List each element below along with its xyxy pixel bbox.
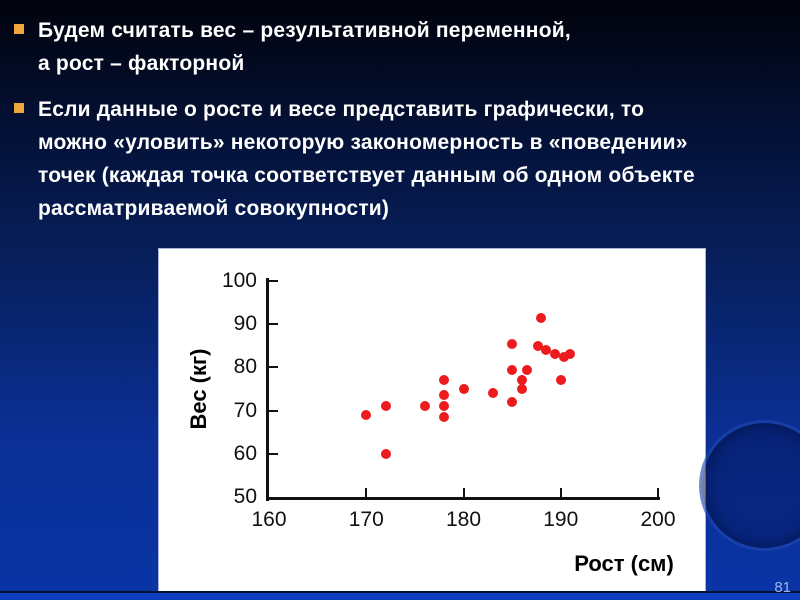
data-point bbox=[507, 396, 518, 407]
data-point bbox=[555, 375, 566, 386]
x-axis-title: Рост (см) bbox=[574, 551, 674, 576]
bullet-square-icon bbox=[14, 103, 24, 113]
x-tick-label: 170 bbox=[348, 508, 384, 531]
x-tick-label: 160 bbox=[251, 508, 287, 531]
y-tick-mark bbox=[269, 452, 278, 455]
data-point bbox=[439, 375, 450, 386]
y-tick-label: 100 bbox=[221, 269, 257, 292]
data-point bbox=[549, 349, 560, 360]
x-tick-label: 190 bbox=[543, 508, 579, 531]
decorative-circle bbox=[699, 420, 800, 551]
y-tick-label: 60 bbox=[233, 441, 257, 465]
bullet-2-line-3: точек (каждая точка соответствует данным… bbox=[38, 164, 695, 187]
data-point bbox=[487, 388, 498, 399]
data-point bbox=[541, 345, 552, 356]
x-tick-mark bbox=[462, 488, 465, 497]
data-point bbox=[419, 401, 430, 412]
y-tick-label: 70 bbox=[233, 398, 257, 422]
data-point bbox=[516, 384, 527, 394]
x-tick-mark bbox=[657, 488, 659, 497]
data-point bbox=[521, 364, 532, 375]
bullet-2-line-4: рассматриваемой совокупности) bbox=[38, 197, 390, 220]
y-tick-mark bbox=[269, 280, 278, 282]
data-point bbox=[361, 409, 372, 420]
bullet-2-text: Если данные о росте и весе представить г… bbox=[38, 93, 695, 225]
data-point bbox=[380, 448, 391, 459]
scatter-chart-panel: Вес (кг) Рост (см) 50 60 70 80 90 100 160 170 18… bbox=[158, 248, 706, 592]
y-axis-line bbox=[266, 278, 269, 501]
y-tick-mark bbox=[269, 366, 278, 369]
bullet-2-line-1: Если данные о росте и весе представить г… bbox=[38, 98, 645, 121]
x-tick-mark bbox=[559, 488, 562, 497]
data-point bbox=[565, 349, 576, 360]
data-point bbox=[380, 401, 391, 412]
y-tick-label: 90 bbox=[233, 312, 257, 336]
data-point bbox=[507, 364, 518, 375]
y-tick-label: 50 bbox=[233, 485, 257, 508]
data-point bbox=[439, 412, 450, 423]
data-point bbox=[439, 390, 450, 401]
bullet-1-text: Будем считать вес – результативной перем… bbox=[38, 14, 571, 80]
data-point bbox=[533, 340, 544, 351]
bullet-1-line-1: Будем считать вес – результативной перем… bbox=[38, 19, 571, 42]
page-number: 81 bbox=[774, 579, 791, 596]
y-tick-label: 80 bbox=[233, 355, 257, 379]
data-point bbox=[458, 384, 469, 394]
data-point bbox=[507, 338, 518, 349]
x-tick-mark bbox=[365, 488, 368, 497]
bullet-item-2: Если данные о росте и весе представить г… bbox=[14, 93, 786, 225]
bullet-2-line-2: можно «уловить» некоторую закономерность… bbox=[38, 131, 688, 154]
x-tick-label: 200 bbox=[640, 508, 676, 531]
x-tick-label: 180 bbox=[445, 508, 482, 531]
y-axis-title: Вес (кг) bbox=[186, 348, 211, 430]
y-tick-mark bbox=[269, 409, 278, 412]
y-tick-mark bbox=[269, 323, 278, 326]
data-point bbox=[536, 312, 547, 323]
data-point bbox=[439, 401, 450, 412]
bottom-bar bbox=[0, 591, 800, 600]
data-point bbox=[558, 351, 569, 362]
bullet-square-icon bbox=[14, 24, 24, 34]
bullet-item-1: Будем считать вес – результативной перем… bbox=[14, 14, 786, 80]
bullet-1-line-2: а рост – факторной bbox=[38, 52, 245, 75]
x-axis-line bbox=[266, 497, 660, 500]
plot-area: Вес (кг) Рост (см) 50 60 70 80 90 100 160 170 18… bbox=[186, 269, 676, 576]
data-point bbox=[516, 375, 527, 386]
bullet-list: Будем считать вес – результативной перем… bbox=[14, 14, 786, 238]
